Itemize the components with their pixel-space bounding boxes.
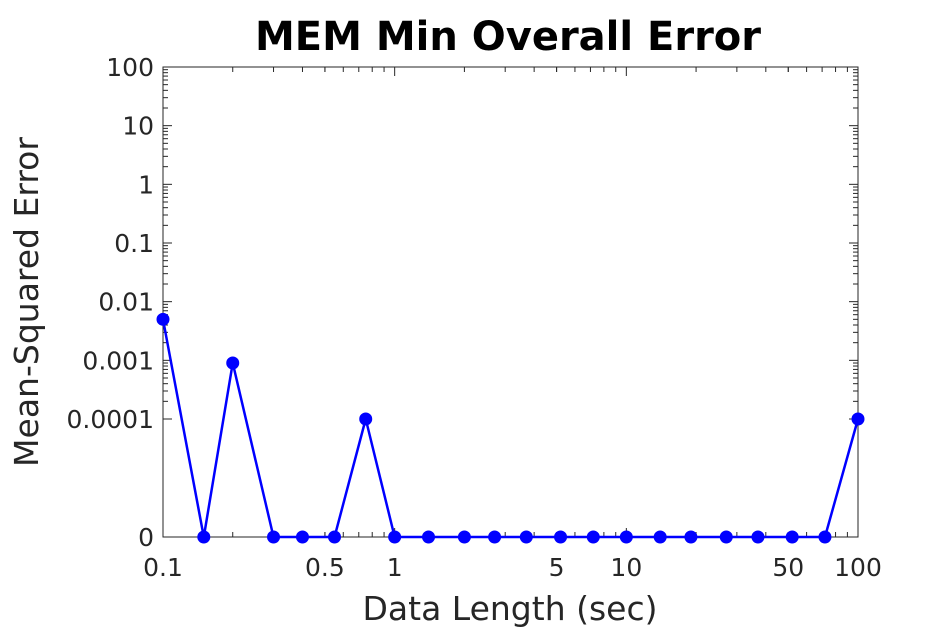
y-tick-label: 1 [138,170,154,199]
x-tick-labels: 0.1 0.5 1 5 10 50 100 [143,553,882,582]
x-axis-label: Data Length (sec) [363,589,658,628]
data-point [519,530,533,544]
data-series [156,312,865,544]
data-point [719,530,733,544]
plot-area [162,66,859,538]
x-tick-label: 1 [387,553,403,582]
x-tick-label: 0.5 [305,553,345,582]
y-tick-label: 100 [106,53,154,82]
data-point [586,530,600,544]
data-point [619,530,633,544]
x-tick-label: 100 [834,553,882,582]
y-tick-labels: 0 0.0001 0.001 0.01 0.1 1 10 100 [67,53,154,552]
data-point [388,530,402,544]
y-axis-label: Mean-Squared Error [7,137,46,467]
data-point [226,356,240,370]
data-point [197,530,211,544]
x-tick-label: 0.1 [143,553,183,582]
data-point [785,530,799,544]
data-point [653,530,667,544]
y-tick-label: 0.1 [114,229,154,258]
y-tick-label: 0.01 [98,288,154,317]
data-point [457,530,471,544]
data-point [488,530,502,544]
data-point [422,530,436,544]
data-point [295,530,309,544]
data-point [851,412,865,426]
y-tick-label: 0 [138,523,154,552]
data-point [751,530,765,544]
y-tick-label: 10 [122,112,154,141]
x-tick-label: 50 [772,553,804,582]
data-point [328,530,342,544]
data-point [818,530,832,544]
y-tick-label: 0.001 [82,346,154,375]
data-point [359,412,373,426]
series-line [161,319,860,539]
x-tick-label: 5 [549,553,565,582]
y-tick-label: 0.0001 [67,405,154,434]
data-point [684,530,698,544]
data-point [156,312,170,326]
x-tick-label: 10 [610,553,642,582]
data-point [554,530,568,544]
chart-title: MEM Min Overall Error [255,14,761,60]
data-point [267,530,281,544]
